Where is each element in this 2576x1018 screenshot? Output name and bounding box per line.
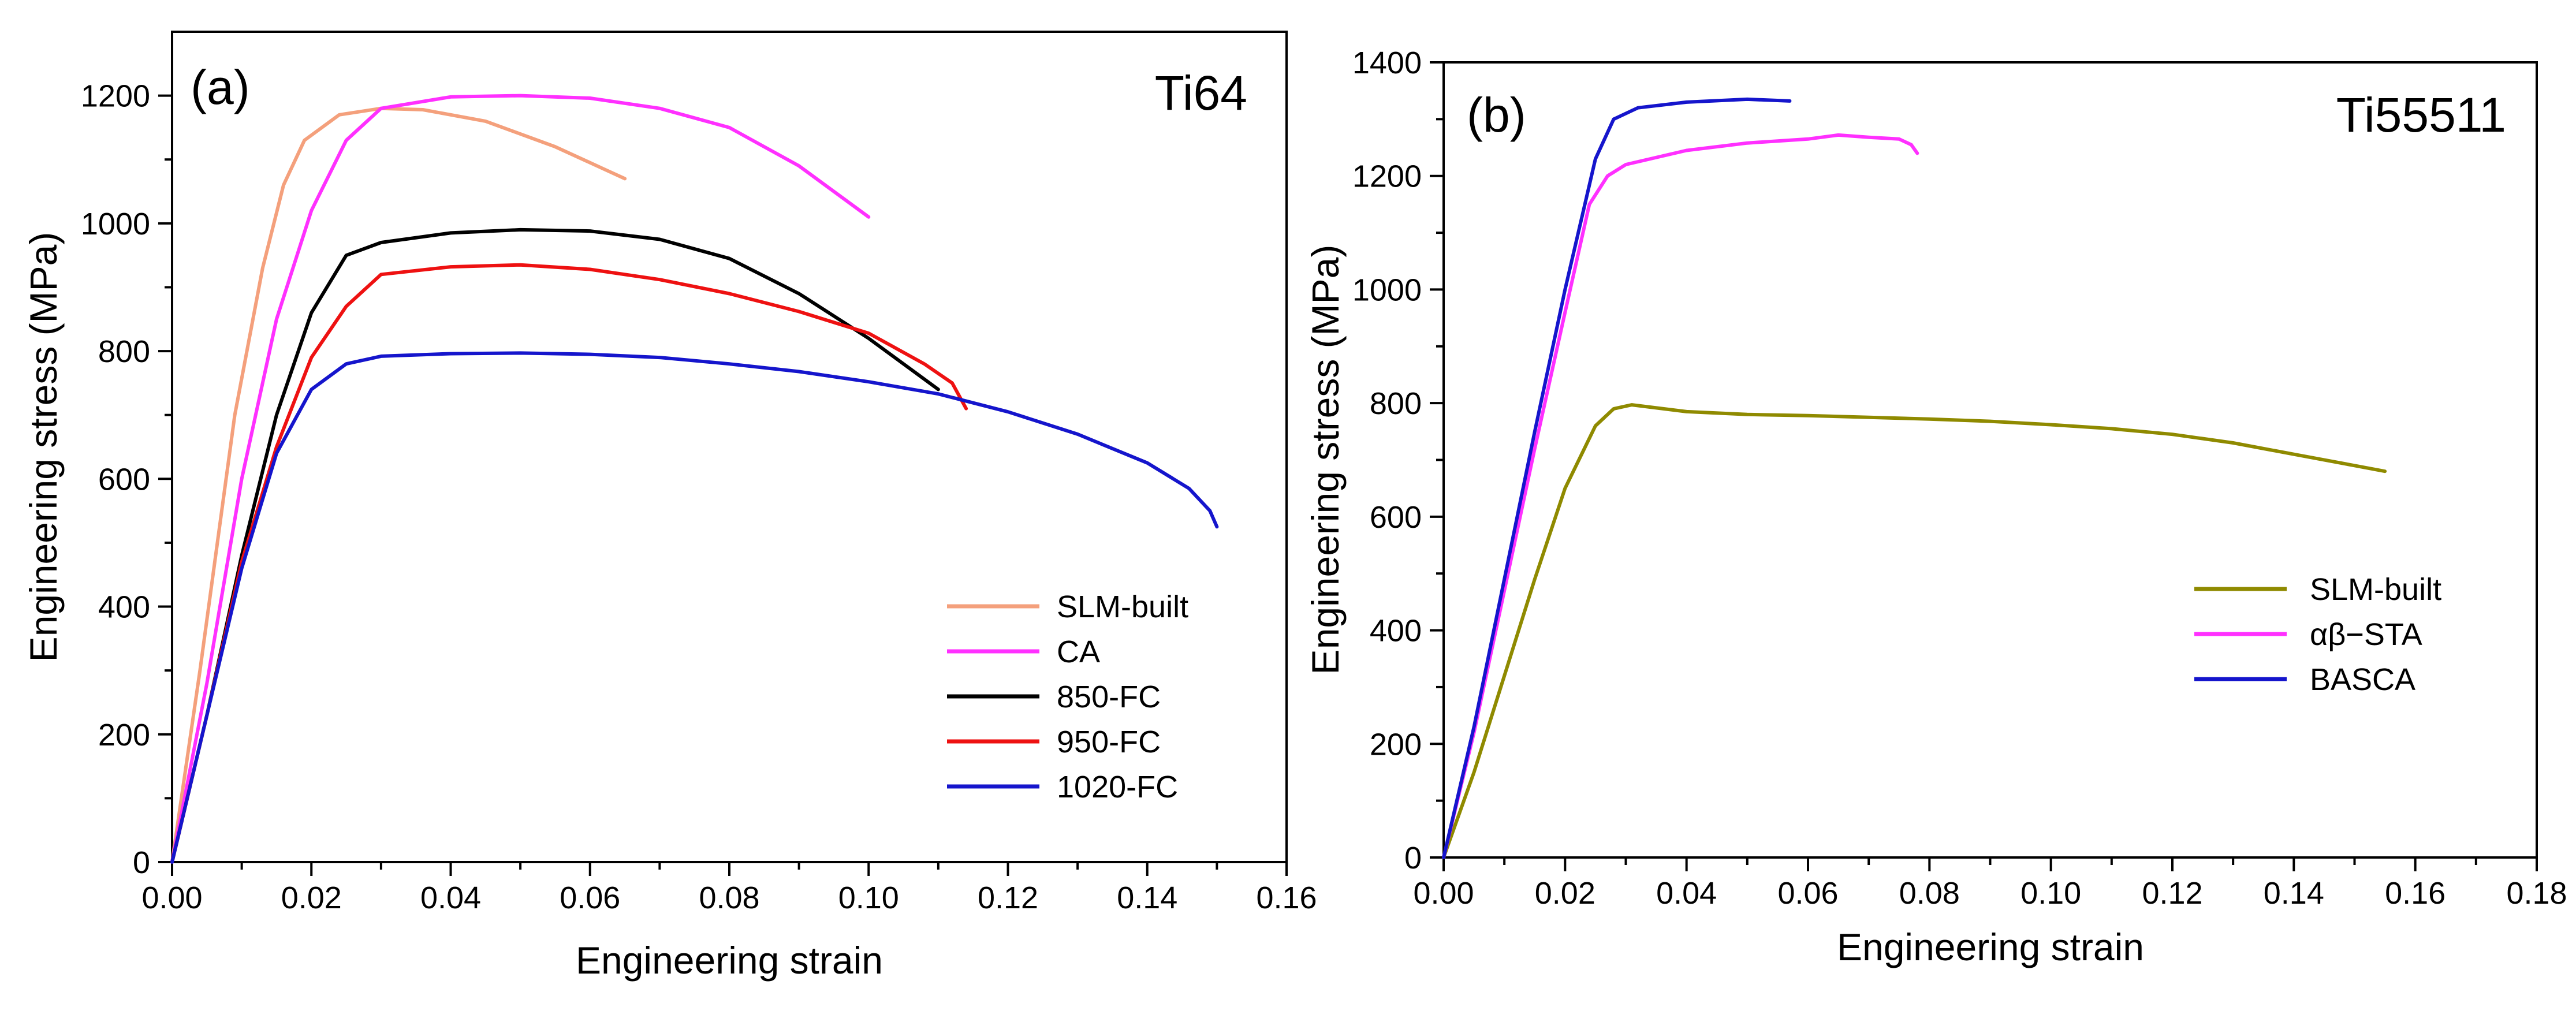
x-axis-title: Engineering strain xyxy=(576,939,883,982)
y-tick-label: 200 xyxy=(98,718,150,752)
y-tick-label: 0 xyxy=(1404,841,1422,875)
y-tick-label: 1000 xyxy=(1352,273,1422,307)
x-tick-label: 0.04 xyxy=(420,881,481,915)
series-line xyxy=(1442,403,2387,859)
panel-label: (b) xyxy=(1467,88,1526,142)
legend-label: 950-FC xyxy=(1057,725,1161,759)
series-line xyxy=(170,263,968,864)
x-tick-label: 0.00 xyxy=(141,881,202,915)
y-axis: 0 200 400 600 800 1000 1200 1400 xyxy=(1352,46,1444,875)
x-tick-label: 0.18 xyxy=(2506,876,2567,911)
y-axis: 0 200 400 600 800 1000 1200 xyxy=(81,79,172,880)
series-line xyxy=(170,106,627,864)
x-axis: 0.00 0.02 0.04 0.06 0.08 0.10 0.12 0.14 0.16 0.18 xyxy=(1413,857,2567,911)
x-tick-label: 0.08 xyxy=(1899,876,1960,911)
legend-label: αβ−STA xyxy=(2310,617,2422,652)
y-axis-title: Engineering stress (MPa) xyxy=(1304,245,1347,675)
x-tick-label: 0.02 xyxy=(1535,876,1595,911)
x-tick-label: 0.16 xyxy=(1256,881,1317,915)
x-tick-label: 0.14 xyxy=(2264,876,2324,911)
panel-label: (a) xyxy=(191,60,250,114)
y-tick-label: 1000 xyxy=(81,207,150,241)
chart-panel-a: 0.00 0.02 0.04 0.06 0.08 0.10 0.12 0.14 0.16 0 20… xyxy=(22,31,1317,982)
series-line xyxy=(170,94,871,864)
alloy-label: Ti64 xyxy=(1155,66,1247,120)
x-tick-label: 0.10 xyxy=(838,881,899,915)
y-axis-title: Engineering stress (MPa) xyxy=(22,232,65,662)
legend-label: 1020-FC xyxy=(1057,770,1178,804)
legend-label: BASCA xyxy=(2310,662,2415,697)
series-line xyxy=(170,228,940,864)
legend: SLM-built αβ−STA BASCA xyxy=(2194,572,2441,697)
y-tick-label: 1400 xyxy=(1352,46,1422,80)
y-tick-label: 0 xyxy=(133,845,150,880)
x-tick-label: 0.02 xyxy=(281,881,342,915)
y-tick-label: 600 xyxy=(1370,500,1422,535)
series-line xyxy=(1442,133,1919,859)
x-tick-label: 0.12 xyxy=(2142,876,2202,911)
series-group xyxy=(170,94,1219,864)
y-tick-label: 1200 xyxy=(1352,159,1422,194)
series-line xyxy=(170,351,1219,864)
chart-panel-b: 0.00 0.02 0.04 0.06 0.08 0.10 0.12 0.14 0.16 0.18… xyxy=(1304,46,2567,968)
y-tick-label: 400 xyxy=(1370,614,1422,648)
x-tick-label: 0.12 xyxy=(978,881,1038,915)
y-tick-label: 400 xyxy=(98,590,150,625)
legend-label: SLM-built xyxy=(1057,590,1188,624)
legend-label: 850-FC xyxy=(1057,680,1161,714)
y-tick-label: 800 xyxy=(1370,386,1422,421)
x-tick-label: 0.08 xyxy=(699,881,759,915)
x-axis: 0.00 0.02 0.04 0.06 0.08 0.10 0.12 0.14 0.16 xyxy=(141,862,1317,915)
x-tick-label: 0.14 xyxy=(1117,881,1177,915)
series-line xyxy=(1442,97,1792,859)
x-tick-label: 0.04 xyxy=(1656,876,1717,911)
x-tick-label: 0.16 xyxy=(2385,876,2445,911)
legend: SLM-built CA 850-FC 950-FC 1020-FC xyxy=(947,590,1188,804)
x-tick-label: 0.06 xyxy=(560,881,620,915)
y-tick-label: 1200 xyxy=(81,79,150,114)
x-tick-label: 0.06 xyxy=(1777,876,1838,911)
alloy-label: Ti55511 xyxy=(2336,88,2506,142)
x-axis-title: Engineering strain xyxy=(1837,926,2144,968)
legend-label: CA xyxy=(1057,635,1100,669)
y-tick-label: 200 xyxy=(1370,727,1422,762)
y-tick-label: 600 xyxy=(98,462,150,497)
y-tick-label: 800 xyxy=(98,334,150,369)
series-group xyxy=(1442,97,2387,859)
legend-label: SLM-built xyxy=(2310,572,2441,607)
x-tick-label: 0.10 xyxy=(2020,876,2081,911)
x-tick-label: 0.00 xyxy=(1413,876,1474,911)
